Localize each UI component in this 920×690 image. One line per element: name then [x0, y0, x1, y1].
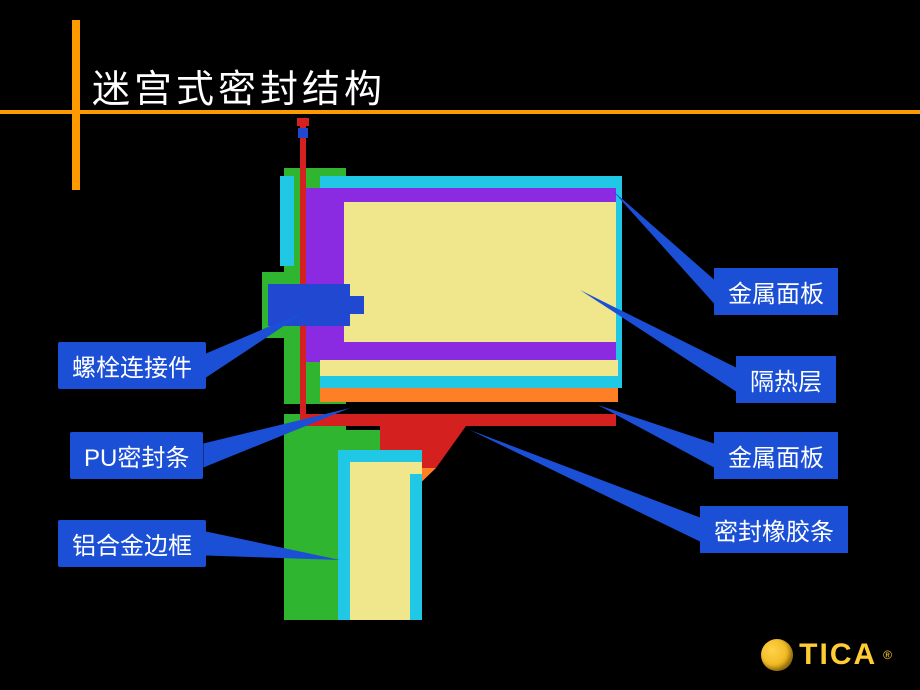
shape-khaki-top — [344, 202, 616, 342]
shape-cyan-bot-outerR — [410, 450, 422, 620]
callout-insulation: 隔热层 — [736, 356, 836, 403]
callout-bolt: 螺栓连接件 — [58, 342, 206, 389]
shape-red-mid-h — [300, 414, 616, 426]
callout-metal_panel_1: 金属面板 — [714, 268, 838, 315]
shape-red-vert — [300, 118, 306, 418]
callout-metal_panel_2: 金属面板 — [714, 432, 838, 479]
shape-blue-bolt — [268, 284, 350, 326]
brand-text: TICA — [799, 638, 877, 672]
shape-khaki-bot — [350, 462, 410, 620]
shape-cyan-top-outer — [320, 176, 622, 190]
shape-purple-mid — [304, 340, 616, 362]
shape-cyan-top-l — [280, 176, 294, 266]
brand-logo: TICA ® — [761, 638, 892, 672]
shape-blue-top-dot — [298, 128, 308, 138]
callout-pointer-metal_panel_1 — [612, 190, 714, 304]
shape-orange-band — [320, 388, 618, 402]
shape-khaki-top-band — [320, 360, 618, 376]
shape-cyan-top-bot — [320, 374, 622, 388]
shape-khaki-bot-ext — [350, 462, 422, 474]
shape-purple-top-h — [304, 188, 616, 202]
brand-registered-icon: ® — [883, 648, 892, 662]
callout-al_frame: 铝合金边框 — [58, 520, 206, 567]
callout-rubber_seal: 密封橡胶条 — [700, 506, 848, 553]
shape-blue-bolt-shaft — [350, 296, 364, 314]
shape-green-frame-bot — [284, 430, 346, 620]
brand-globe-icon — [761, 639, 793, 671]
shape-red-top-cap — [297, 118, 309, 126]
callout-pu_seal: PU密封条 — [70, 432, 203, 479]
